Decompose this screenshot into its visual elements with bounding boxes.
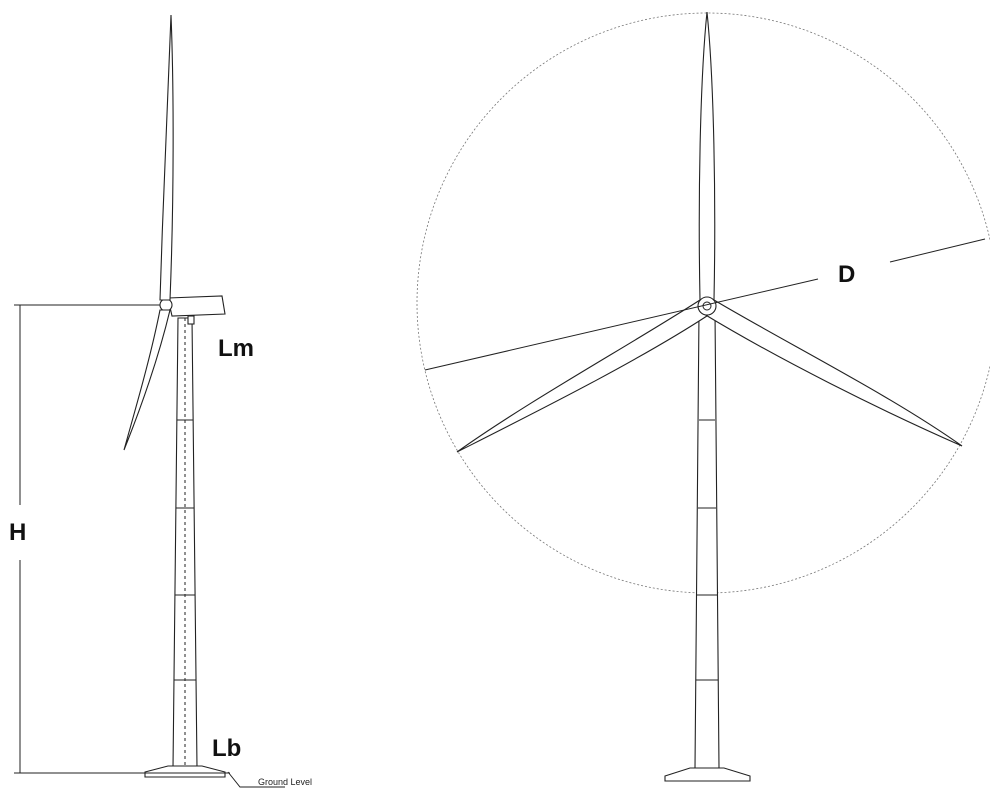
- blade: [124, 310, 170, 450]
- base-label: Lb: [212, 735, 241, 762]
- blade: [704, 300, 962, 446]
- blade: [160, 15, 173, 300]
- tower: [695, 312, 719, 768]
- hub: [160, 299, 172, 311]
- nacelle: [168, 296, 225, 316]
- foundation: [665, 768, 750, 781]
- foundation: [145, 766, 225, 777]
- blade: [699, 12, 714, 300]
- turbine-diagram: H Lm Lb Ground Level D: [0, 0, 990, 794]
- yaw: [188, 316, 194, 324]
- diameter-label: D: [838, 261, 855, 288]
- blade: [457, 300, 710, 452]
- ground-label: Ground Level: [258, 777, 312, 787]
- side-view: H Lm Lb Ground Level: [9, 15, 312, 787]
- front-view: D: [417, 12, 990, 781]
- dimension-line: [890, 239, 985, 262]
- height-label: H: [9, 519, 26, 546]
- nacelle-label: Lm: [218, 335, 254, 362]
